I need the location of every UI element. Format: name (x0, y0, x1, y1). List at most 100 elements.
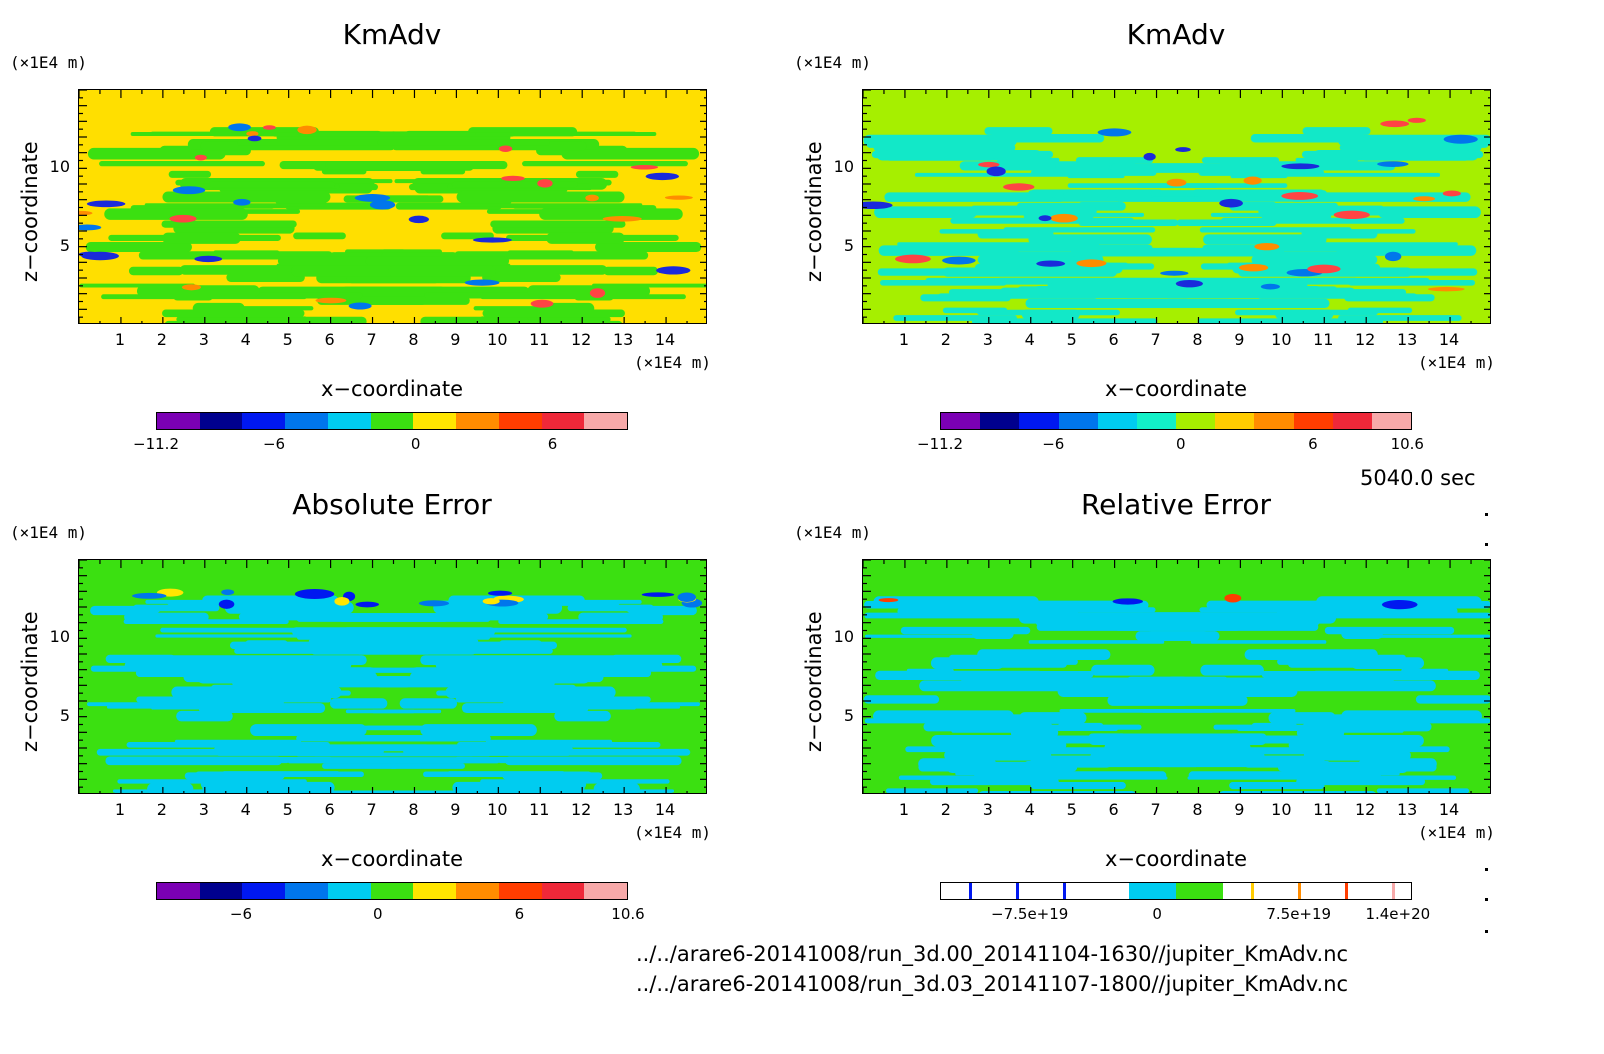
field-band (465, 634, 632, 638)
field-band (939, 229, 1039, 234)
field-band (1288, 739, 1385, 751)
x-tick-label: 1 (898, 330, 910, 349)
colorbar-swatch (1215, 413, 1255, 429)
field-band (291, 265, 400, 277)
field-eddy (1413, 196, 1436, 202)
field-band (1130, 735, 1324, 744)
field-band (455, 696, 651, 703)
field-band (948, 289, 1031, 296)
colorbar-swatch (1035, 883, 1082, 899)
colorbar-swatch (327, 883, 371, 899)
field-band (144, 203, 328, 207)
field-eddy (1407, 117, 1426, 123)
field-eddy (79, 210, 93, 216)
field-band (1242, 757, 1299, 768)
field-eddy (1160, 270, 1189, 276)
field-band (210, 306, 314, 311)
field-eddy (1443, 134, 1478, 144)
field-eddy (472, 237, 512, 243)
y-tick-label: 10 (49, 627, 70, 647)
colorbar-swatch (1136, 413, 1177, 429)
field-band (250, 724, 367, 737)
x-unit-label: (×1E4 m) (634, 823, 712, 842)
field-eddy (1380, 120, 1410, 128)
x-tick-label: 2 (940, 330, 951, 349)
field-eddy (355, 601, 380, 608)
margin-dot (1485, 930, 1488, 933)
field-band (968, 714, 1015, 725)
field-eddy (246, 131, 259, 137)
field-band (1244, 649, 1378, 660)
colorbar-swatch (941, 413, 981, 429)
colorbar-swatch (1223, 883, 1270, 899)
field-band (1028, 234, 1152, 245)
field-eddy (482, 598, 500, 605)
field-band (1051, 194, 1109, 199)
colorbar-swatch (242, 883, 286, 899)
x-tick-label: 9 (1234, 800, 1245, 819)
field-band (864, 612, 1031, 619)
field-eddy (677, 592, 696, 602)
field-band (308, 639, 405, 643)
colorbar-swatch (1293, 413, 1333, 429)
field-band (1190, 640, 1327, 644)
heatmap-field (87, 588, 703, 793)
field-eddy (1427, 286, 1465, 292)
field-eddy (221, 589, 235, 596)
field-band (996, 157, 1060, 163)
field-band (515, 672, 590, 684)
field-eddy (1243, 176, 1262, 185)
field-band (1199, 607, 1395, 613)
field-band (389, 763, 466, 769)
x-tick-label: 8 (1192, 800, 1203, 819)
x-tick-label: 3 (982, 330, 993, 349)
colorbar-swatch (370, 413, 414, 429)
field-band (372, 709, 442, 714)
field-band (943, 244, 1153, 252)
field-band (176, 710, 233, 722)
field-band (387, 265, 496, 277)
field-band (1087, 212, 1145, 217)
field-eddy (132, 592, 167, 599)
field-eddy (498, 145, 513, 152)
colorbar-swatch (199, 413, 243, 429)
field-band (482, 273, 561, 282)
field-eddy (86, 200, 126, 208)
x-tick-label: 7 (1150, 800, 1161, 819)
field-band (979, 790, 1136, 793)
x-tick-label: 10 (487, 800, 508, 819)
field-band (929, 777, 1059, 786)
field-eddy (942, 256, 976, 265)
x-tick-label: 12 (1355, 330, 1376, 349)
x-tick-label: 13 (1396, 330, 1418, 349)
field-band (482, 309, 625, 318)
field-band (1210, 212, 1268, 217)
field-band (457, 742, 661, 748)
x-tick-label: 4 (240, 330, 251, 349)
colorbar-swatch (541, 883, 585, 899)
field-band (149, 664, 222, 672)
colorbar-label: −11.2 (133, 435, 179, 453)
colorbar-swatch (584, 883, 628, 899)
x-tick-label: 14 (654, 330, 676, 349)
field-band (900, 626, 1031, 635)
field-band (522, 161, 688, 167)
axis-ticks (863, 90, 1490, 323)
field-band (611, 654, 682, 664)
field-band (1275, 309, 1334, 320)
x-tick-label: 10 (1271, 800, 1292, 819)
colorbar-swatch (1097, 413, 1137, 429)
x-tick-label: 10 (1271, 330, 1292, 349)
field-band (1324, 626, 1455, 635)
field-band (885, 788, 979, 793)
x-tick-label: 4 (240, 800, 251, 819)
panel-title: Relative Error (1080, 488, 1272, 521)
field-band (1056, 757, 1113, 768)
field-band (449, 684, 577, 694)
field-band (1218, 772, 1400, 776)
x-tick-label: 8 (1192, 330, 1203, 349)
field-band (339, 613, 549, 621)
colorbar-label: 7.5e+19 (1266, 905, 1332, 923)
colorbar-swatch (584, 413, 628, 429)
x-tick-label: 12 (571, 800, 592, 819)
